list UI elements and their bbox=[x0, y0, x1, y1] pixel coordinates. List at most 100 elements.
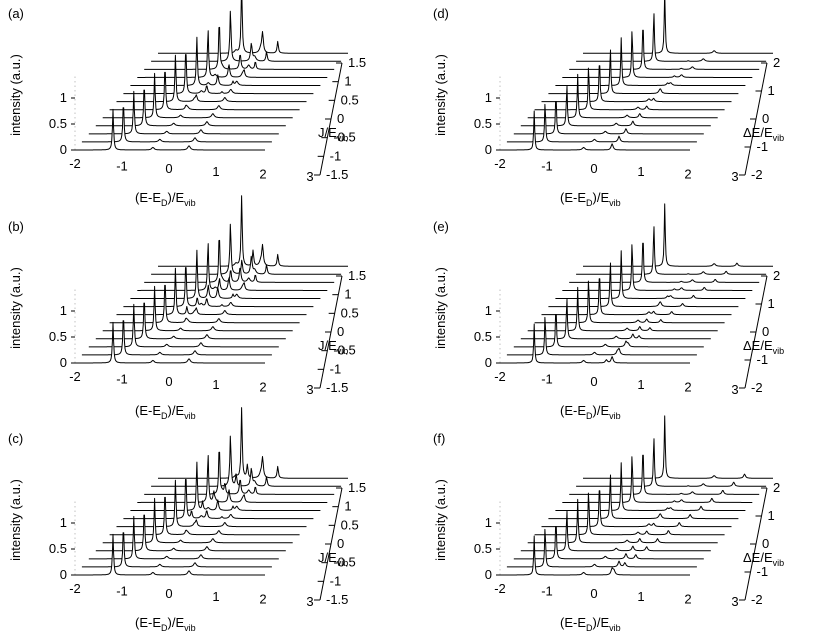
depth-tick-label: 1 bbox=[768, 508, 775, 523]
trace-fill bbox=[583, 415, 773, 479]
depth-tick-label: 0.5 bbox=[341, 305, 359, 320]
x-label-sub2: vib bbox=[184, 411, 196, 421]
trace-fill bbox=[500, 111, 690, 150]
depth-label-sub: vib bbox=[773, 346, 785, 356]
trace-fill bbox=[576, 438, 767, 487]
depth-tick-label: -1 bbox=[330, 148, 342, 163]
trace-fill bbox=[88, 304, 279, 347]
spectrum-trace bbox=[130, 249, 321, 299]
depth-tick-label: -0.5 bbox=[333, 555, 355, 570]
trace-fill bbox=[500, 324, 690, 363]
spectrum-trace bbox=[88, 303, 279, 348]
spectrum-trace bbox=[541, 65, 732, 103]
spectrum-trace bbox=[116, 267, 307, 316]
spectrum-trace bbox=[81, 107, 272, 143]
x-tick-label: -1 bbox=[116, 372, 128, 387]
depth-label-sub: vib bbox=[337, 558, 349, 568]
depth-label-main: J/E bbox=[318, 338, 337, 353]
depth-tick-label: -0.5 bbox=[333, 130, 355, 145]
spectrum-trace bbox=[520, 298, 711, 340]
depth-tick-label: 0.5 bbox=[341, 517, 359, 532]
depth-tick-label: -2 bbox=[751, 167, 763, 182]
spectrum-trace bbox=[562, 244, 753, 291]
x-label-main: (E-E bbox=[135, 190, 161, 205]
depth-tick-label: -1 bbox=[757, 564, 769, 579]
depth-axis-label: J/Evib bbox=[318, 125, 348, 143]
y-axis-label: intensity (a.u.) bbox=[433, 267, 448, 349]
depth-tick-label: 1 bbox=[768, 83, 775, 98]
depth-tick-label: 1 bbox=[344, 499, 351, 514]
trace-fill bbox=[75, 534, 265, 575]
spectrum-trace bbox=[500, 323, 690, 364]
x-tick-label: -1 bbox=[541, 584, 553, 599]
spectrum-trace bbox=[527, 498, 718, 544]
y-tick-label: 1 bbox=[60, 515, 67, 530]
trace-fill bbox=[81, 532, 272, 567]
trace-fill bbox=[81, 320, 272, 355]
spectrum-trace bbox=[527, 73, 718, 119]
x-tick-label: 3 bbox=[306, 169, 313, 184]
y-tick-label: 1 bbox=[60, 303, 67, 318]
y-axis-label: intensity (a.u.) bbox=[8, 479, 23, 561]
x-tick-label: 1 bbox=[637, 377, 644, 392]
y-tick-label: 0 bbox=[60, 355, 67, 370]
x-label-sub: D bbox=[161, 198, 168, 208]
y-axis-label: intensity (a.u.) bbox=[433, 54, 448, 136]
x-axis-label: (E-ED)/Evib bbox=[135, 190, 196, 208]
spectrum-trace bbox=[562, 456, 753, 503]
spectrum-trace bbox=[130, 36, 321, 86]
trace-fill bbox=[500, 536, 690, 575]
depth-tick-label: 1.5 bbox=[348, 268, 366, 283]
depth-label-sub: vib bbox=[773, 133, 785, 143]
spectrum-trace bbox=[583, 0, 773, 54]
depth-tick-label: -2 bbox=[751, 592, 763, 607]
spectrum-trace bbox=[95, 514, 286, 552]
x-tick-label: -2 bbox=[494, 581, 506, 596]
depth-label-main: ΔE/E bbox=[743, 125, 773, 140]
spectrum-trace bbox=[548, 474, 739, 520]
x-axis-label: (E-ED)/Evib bbox=[135, 403, 196, 421]
depth-tick-label: 0.5 bbox=[341, 92, 359, 107]
spectrum-trace bbox=[562, 31, 753, 78]
x-tick-label: 0 bbox=[590, 374, 597, 389]
x-axis-label: (E-ED)/Evib bbox=[560, 403, 621, 421]
x-label-sub: D bbox=[161, 411, 168, 421]
spectrum-trace bbox=[569, 454, 760, 495]
x-label-end: )/E bbox=[593, 190, 610, 205]
spectrum-trace bbox=[95, 89, 286, 127]
x-tick-label: 2 bbox=[684, 379, 691, 394]
spectrum-trace bbox=[81, 532, 272, 568]
depth-tick-label: -1 bbox=[757, 139, 769, 154]
x-label-end: )/E bbox=[168, 403, 185, 418]
spectrum-trace bbox=[506, 316, 697, 356]
depth-tick-label: -0.5 bbox=[333, 343, 355, 358]
trace-fill bbox=[81, 107, 272, 142]
trace-fill bbox=[576, 226, 767, 275]
panel-d: (d) 0 0.5 1 intensity (a.u.) -2 -1 0 1 2 3 (E-ED)/E… bbox=[433, 0, 784, 208]
depth-label-main: J/E bbox=[318, 125, 337, 140]
x-label-end: )/E bbox=[593, 403, 610, 418]
x-tick-label: 3 bbox=[731, 382, 738, 397]
x-label-sub: D bbox=[586, 411, 593, 421]
y-tick-label: 0 bbox=[485, 355, 492, 370]
spectrum-trace bbox=[75, 108, 265, 151]
x-tick-label: 2 bbox=[259, 591, 266, 606]
x-label-sub2: vib bbox=[184, 623, 196, 633]
depth-tick-label: -1 bbox=[330, 361, 342, 376]
depth-tick-label: 0 bbox=[337, 536, 344, 551]
depth-tick-label: 0 bbox=[762, 324, 769, 339]
y-tick-label: 0.5 bbox=[474, 541, 492, 556]
y-tick-label: 1 bbox=[485, 515, 492, 530]
spectrum-trace bbox=[576, 226, 767, 275]
x-label-sub2: vib bbox=[609, 198, 621, 208]
x-tick-label: 3 bbox=[306, 594, 313, 609]
trace-fill bbox=[88, 91, 279, 134]
spectrum-trace bbox=[548, 262, 739, 308]
depth-tick-label: 2 bbox=[773, 268, 780, 283]
depth-label-sub: vib bbox=[337, 133, 349, 143]
panel-label: (d) bbox=[433, 6, 449, 21]
x-tick-label: -1 bbox=[116, 584, 128, 599]
depth-axis-label: J/Evib bbox=[318, 338, 348, 356]
trace-fill bbox=[95, 90, 286, 126]
